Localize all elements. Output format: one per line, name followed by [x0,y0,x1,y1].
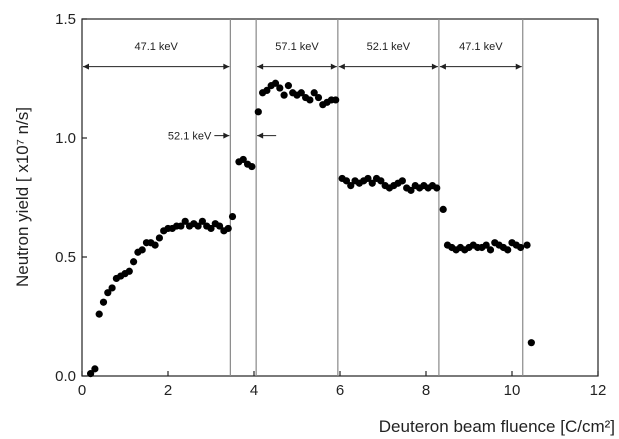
data-point [248,162,256,171]
data-point [99,298,108,306]
data-point [306,96,314,104]
data-points [87,79,535,378]
data-point [398,177,406,185]
data-point [177,222,185,230]
x-tick-label: 10 [504,382,521,399]
x-tick-label: 6 [336,382,344,399]
data-point [239,155,247,164]
y-tick-label: 1.0 [55,130,76,147]
data-point [216,222,224,230]
data-point [280,91,288,99]
data-point [297,89,305,97]
data-point [91,365,99,373]
data-point [198,217,206,225]
y-tick-label: 1.5 [55,11,76,28]
data-point [130,258,138,266]
data-point [108,284,116,292]
arrow-head [257,63,264,70]
data-point [194,222,202,230]
data-point [314,93,323,102]
x-tick-label: 4 [250,382,258,399]
data-point [224,224,232,233]
data-point [377,177,385,185]
data-point [181,217,189,225]
data-point [504,246,512,254]
region-label: 47.1 keV [459,41,503,53]
data-point [517,243,525,252]
data-point [263,86,271,94]
region-label: 57.1 keV [275,41,319,53]
annotation-label: 52.1 keV [168,131,212,143]
data-point [332,96,340,104]
y-axis-title: Neutron yield [ x10⁷ n/s] [13,107,32,287]
data-point [347,182,355,190]
region-arrows [83,63,522,139]
data-point [228,212,237,221]
region-labels: 47.1 keV 57.1 keV 52.1 keV 47.1 keV 52.1 keV [134,41,503,143]
y-axis-ticks: 0.0 0.5 1.0 1.5 [55,11,87,385]
data-point [527,339,535,347]
x-tick-label: 12 [590,382,607,399]
y-tick-label: 0.0 [55,368,76,385]
data-point [125,267,133,275]
data-point [364,174,372,183]
region-label: 52.1 keV [367,41,411,53]
data-point [310,89,318,97]
data-point [482,241,490,249]
data-point [104,289,112,297]
data-point [207,224,215,233]
arrow-head [439,63,446,70]
y-tick-label: 0.5 [55,249,76,266]
arrow-head [330,63,337,70]
x-tick-label: 2 [164,382,172,399]
data-point [87,370,95,378]
data-point [486,246,495,254]
arrow-head [83,63,89,70]
plot-frame [81,18,599,377]
data-point [155,234,163,242]
x-axis-ticks: 0 2 4 6 8 10 12 [78,371,607,399]
data-point [523,241,531,249]
arrow-head [223,63,230,70]
arrow-head [515,63,522,70]
arrow-head [257,132,264,139]
data-point [368,179,376,187]
data-point [138,246,146,254]
x-tick-label: 0 [78,382,86,399]
data-point [271,79,280,87]
data-point [95,310,103,318]
x-tick-label: 8 [422,382,430,399]
data-point [407,186,415,194]
data-point [254,108,262,116]
data-point [284,82,292,90]
x-axis-title: Deuteron beam fluence [C/cm²] [379,417,615,436]
data-point [276,84,284,92]
data-point [151,241,159,249]
data-point [433,184,441,192]
boundary-lines [229,19,524,376]
arrow-head [338,63,345,70]
arrow-head [223,132,230,139]
data-point [439,205,447,213]
arrow-head [431,63,438,70]
region-label: 47.1 keV [134,41,178,53]
data-point [342,177,351,185]
